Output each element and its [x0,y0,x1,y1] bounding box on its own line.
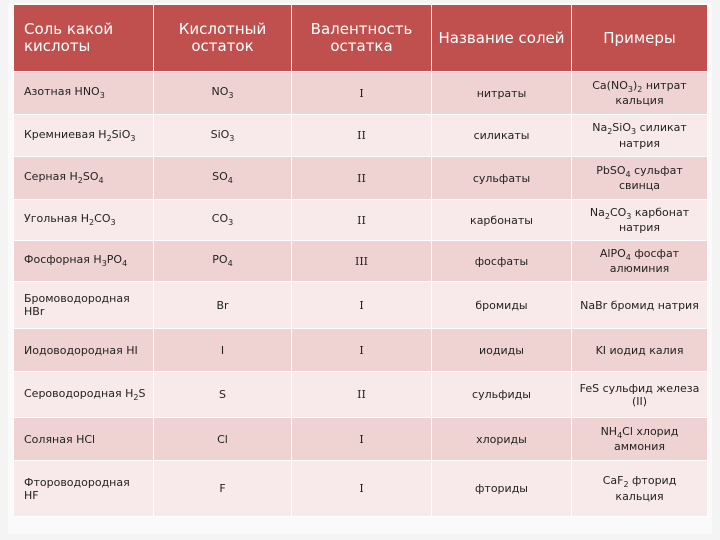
header-valence: Валентность остатка [291,4,432,72]
example-cell: NH4Cl хлорид аммония [571,417,708,461]
salt-name-cell: бромиды [431,281,572,329]
residue-cell: Cl [153,417,292,461]
acid-cell: Бромоводородная HBr [13,281,154,329]
example-cell: NaBr бромид натрия [571,281,708,329]
residue-cell: NO3 [153,71,292,115]
example-cell: FeS сульфид железа (II) [571,371,708,418]
table-row: Иодоводородная HI I I иодиды KI иодид ка… [13,328,708,372]
valence-cell: I [291,71,432,115]
acid-cell: Кремниевая H2SiO3 [13,114,154,157]
salt-name-cell: фториды [431,460,572,517]
table-header-row: Соль какой кислоты Кислотный остаток Вал… [13,4,708,72]
salt-name-cell: сульфиды [431,371,572,418]
table-row: Фтороводородная HF F I фториды CaF2 фтор… [13,460,708,517]
valence-cell: I [291,460,432,517]
valence-cell: II [291,199,432,241]
salt-name-cell: силикаты [431,114,572,157]
acid-cell: Фтороводородная HF [13,460,154,517]
acid-cell: Иодоводородная HI [13,328,154,372]
salt-name-cell: нитраты [431,71,572,115]
header-salt-name: Название солей [431,4,572,72]
salt-name-cell: карбонаты [431,199,572,241]
example-cell: Na2SiO3 силикат натрия [571,114,708,157]
header-acid: Соль какой кислоты [13,4,154,72]
residue-cell: CO3 [153,199,292,241]
valence-cell: III [291,240,432,282]
residue-cell: F [153,460,292,517]
acid-cell: Угольная H2CO3 [13,199,154,241]
table-row: Соляная HCl Cl I хлориды NH4Cl хлорид ам… [13,417,708,461]
residue-cell: Br [153,281,292,329]
acid-cell: Серная H2SO4 [13,156,154,200]
table-row: Угольная H2CO3 CO3 II карбонаты Na2CO3 к… [13,199,708,241]
residue-cell: SO4 [153,156,292,200]
salt-name-cell: фосфаты [431,240,572,282]
table-row: Фосфорная H3PO4 PO4 III фосфаты AlPO4 фо… [13,240,708,282]
example-cell: PbSO4 сульфат свинца [571,156,708,200]
example-cell: Na2CO3 карбонат натрия [571,199,708,241]
salt-name-cell: сульфаты [431,156,572,200]
valence-cell: I [291,328,432,372]
header-examples: Примеры [571,4,708,72]
valence-cell: II [291,371,432,418]
example-cell: Ca(NO3)2 нитрат кальция [571,71,708,115]
acid-cell: Сероводородная H2S [13,371,154,418]
table-row: Азотная HNO3 NO3 I нитраты Ca(NO3)2 нитр… [13,71,708,115]
example-cell: AlPO4 фосфат алюминия [571,240,708,282]
acid-cell: Соляная HCl [13,417,154,461]
valence-cell: I [291,281,432,329]
table-row: Бромоводородная HBr Br I бромиды NaBr бр… [13,281,708,329]
salt-name-cell: хлориды [431,417,572,461]
acid-cell: Фосфорная H3PO4 [13,240,154,282]
valence-cell: I [291,417,432,461]
residue-cell: S [153,371,292,418]
residue-cell: PO4 [153,240,292,282]
example-cell: KI иодид калия [571,328,708,372]
valence-cell: II [291,156,432,200]
table-row: Сероводородная H2S S II сульфиды FeS сул… [13,371,708,418]
acid-salts-table: Соль какой кислоты Кислотный остаток Вал… [13,4,708,517]
table-row: Кремниевая H2SiO3 SiO3 II силикаты Na2Si… [13,114,708,157]
salt-name-cell: иодиды [431,328,572,372]
residue-cell: SiO3 [153,114,292,157]
valence-cell: II [291,114,432,157]
residue-cell: I [153,328,292,372]
table-row: Серная H2SO4 SO4 II сульфаты PbSO4 сульф… [13,156,708,200]
header-residue: Кислотный остаток [153,4,292,72]
acid-cell: Азотная HNO3 [13,71,154,115]
example-cell: CaF2 фторид кальция [571,460,708,517]
